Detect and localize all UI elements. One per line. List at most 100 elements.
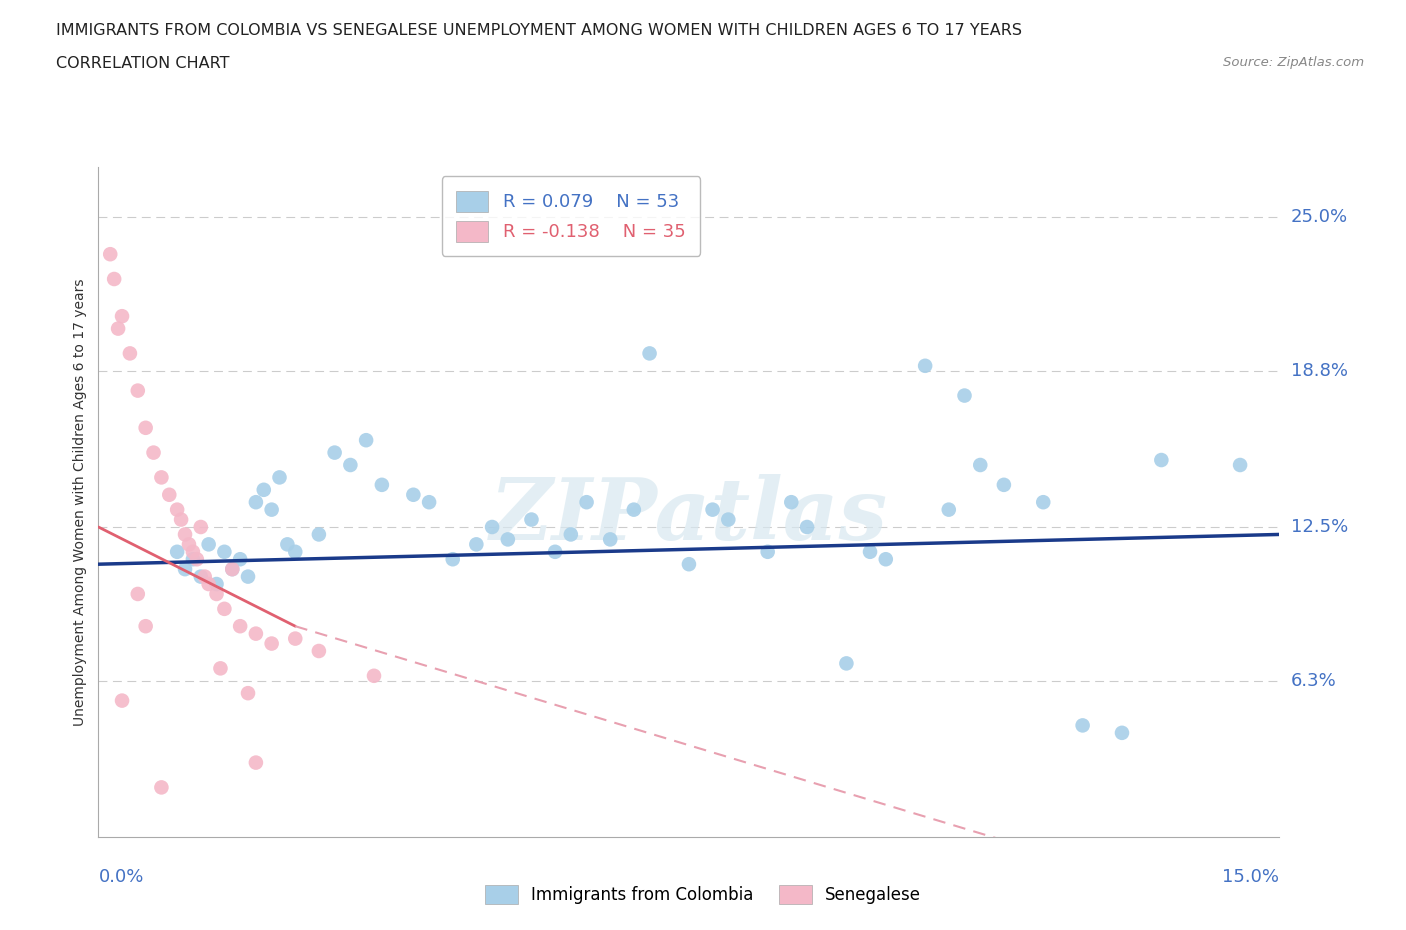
Point (520, 512, 543, 527)
Text: ZIPatlas: ZIPatlas (489, 474, 889, 557)
Point (496, 532, 519, 547)
Point (969, 458, 991, 472)
Point (229, 618, 252, 633)
Point (181, 544, 204, 559)
Text: 25.0%: 25.0% (1291, 208, 1348, 226)
Text: 0.0%: 0.0% (98, 868, 143, 885)
Point (702, 502, 724, 517)
Text: CORRELATION CHART: CORRELATION CHART (56, 56, 229, 71)
Point (260, 636, 283, 651)
Point (993, 477, 1015, 492)
Point (229, 551, 252, 566)
Point (170, 512, 193, 527)
Point (150, 470, 173, 485)
Point (441, 551, 464, 566)
Point (875, 551, 897, 566)
Point (135, 618, 157, 633)
Point (181, 551, 204, 566)
Point (284, 631, 307, 646)
Point (174, 527, 197, 542)
Point (245, 626, 267, 641)
Point (245, 755, 267, 770)
Point (98, 246, 121, 261)
Point (1111, 725, 1133, 740)
Point (253, 483, 276, 498)
Point (103, 272, 125, 286)
Point (678, 557, 700, 572)
Point (221, 562, 243, 577)
Point (756, 544, 779, 559)
Point (638, 346, 661, 361)
Legend: Immigrants from Colombia, Senegalese: Immigrants from Colombia, Senegalese (477, 876, 929, 912)
Point (402, 487, 425, 502)
Point (260, 502, 283, 517)
Text: Source: ZipAtlas.com: Source: ZipAtlas.com (1223, 56, 1364, 69)
Point (166, 544, 188, 559)
Point (371, 477, 394, 492)
Point (174, 562, 197, 577)
Point (575, 495, 598, 510)
Point (418, 495, 440, 510)
Text: IMMIGRANTS FROM COLOMBIA VS SENEGALESE UNEMPLOYMENT AMONG WOMEN WITH CHILDREN AG: IMMIGRANTS FROM COLOMBIA VS SENEGALESE U… (56, 23, 1022, 38)
Point (717, 512, 740, 527)
Point (186, 551, 208, 566)
Text: 15.0%: 15.0% (1222, 868, 1279, 885)
Point (308, 644, 330, 658)
Text: 18.8%: 18.8% (1291, 362, 1347, 379)
Point (953, 388, 976, 403)
Point (859, 544, 882, 559)
Point (205, 587, 228, 602)
Point (914, 358, 936, 373)
Point (190, 569, 212, 584)
Point (560, 527, 582, 542)
Point (236, 569, 259, 584)
Point (363, 669, 385, 684)
Text: 12.5%: 12.5% (1291, 518, 1348, 536)
Point (150, 780, 173, 795)
Point (481, 520, 503, 535)
Point (214, 602, 236, 617)
Point (197, 537, 219, 551)
Point (599, 532, 621, 547)
Point (214, 544, 236, 559)
Point (166, 502, 188, 517)
Point (835, 656, 858, 671)
Point (938, 502, 960, 517)
Point (221, 562, 243, 577)
Point (1071, 718, 1094, 733)
Point (127, 587, 149, 602)
Point (245, 495, 267, 510)
Point (205, 577, 228, 591)
Point (157, 487, 180, 502)
Point (269, 470, 291, 485)
Point (323, 445, 346, 460)
Point (308, 527, 330, 542)
Text: 6.3%: 6.3% (1291, 671, 1336, 690)
Point (194, 569, 217, 584)
Point (623, 502, 645, 517)
Point (177, 537, 200, 551)
Point (544, 544, 567, 559)
Point (190, 520, 212, 535)
Point (135, 420, 157, 435)
Legend: R = 0.079    N = 53, R = -0.138    N = 35: R = 0.079 N = 53, R = -0.138 N = 35 (441, 177, 700, 256)
Point (780, 495, 803, 510)
Point (1032, 495, 1054, 510)
Point (236, 685, 259, 700)
Point (118, 346, 141, 361)
Point (142, 445, 165, 460)
Point (1229, 458, 1251, 472)
Y-axis label: Unemployment Among Women with Children Ages 6 to 17 years: Unemployment Among Women with Children A… (73, 278, 87, 726)
Point (209, 661, 232, 676)
Point (197, 577, 219, 591)
Point (1150, 453, 1173, 468)
Point (111, 693, 134, 708)
Point (354, 432, 377, 447)
Point (107, 321, 129, 336)
Point (127, 383, 149, 398)
Point (284, 544, 307, 559)
Point (276, 537, 298, 551)
Point (339, 458, 361, 472)
Point (796, 520, 818, 535)
Point (111, 309, 134, 324)
